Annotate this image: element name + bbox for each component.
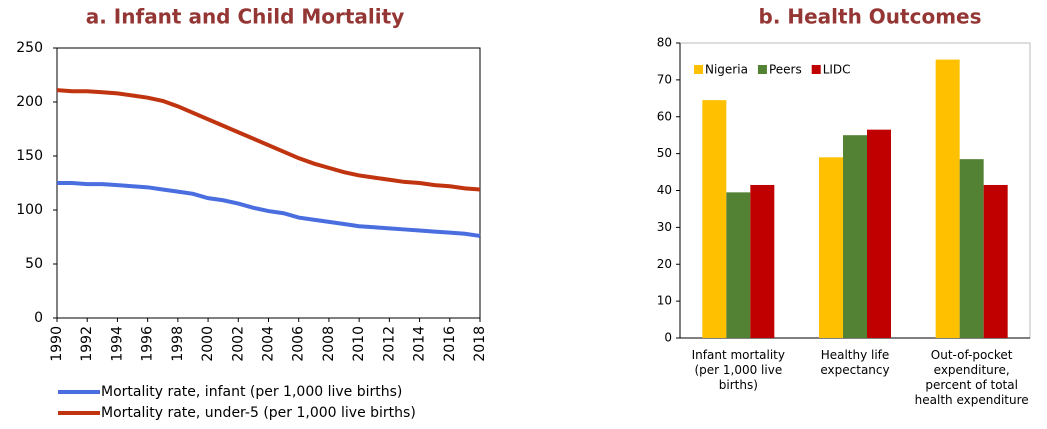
chart-title: b. Health Outcomes: [759, 5, 982, 29]
x-tick-label: 1990: [49, 326, 65, 362]
x-tick-label: 2014: [412, 326, 428, 362]
y-tick-label: 0: [664, 331, 672, 345]
x-tick-label: 2010: [351, 326, 367, 362]
y-tick-label: 250: [16, 40, 43, 56]
legend-label: Peers: [769, 63, 802, 77]
x-tick-label: 1992: [79, 326, 95, 362]
x-tick-label: Healthy life expectancy: [820, 348, 890, 377]
bar: [702, 100, 727, 338]
chart-title: a. Infant and Child Mortality: [86, 5, 405, 29]
x-tick-label: Infant mortality (per 1,000 live births): [691, 348, 785, 392]
y-tick-label: 50: [25, 256, 43, 272]
y-tick-label: 80: [657, 36, 672, 50]
bar: [867, 129, 891, 338]
bar: [983, 184, 1008, 338]
y-tick-label: 20: [657, 257, 672, 271]
series-line: [56, 88, 481, 192]
bar: [935, 59, 960, 338]
x-tick-label: 2016: [442, 326, 458, 362]
x-tick-label: Out-of-pocket expenditure, percent of to…: [914, 348, 1029, 407]
y-tick-label: 10: [657, 294, 672, 308]
y-tick-label: 200: [16, 94, 43, 110]
legend-swatch: [757, 65, 767, 74]
x-tick-label: 1996: [140, 326, 156, 362]
x-tick-label: 1994: [109, 326, 125, 362]
x-tick-label: 1998: [170, 326, 186, 362]
series-line: [57, 181, 481, 238]
bar: [959, 159, 984, 338]
bar: [843, 135, 867, 338]
y-tick-label: 50: [657, 146, 672, 160]
x-tick-label: 2002: [230, 326, 246, 362]
x-tick-label: 2018: [472, 326, 488, 362]
x-tick-label: 2004: [261, 326, 277, 362]
y-tick-label: 40: [657, 183, 672, 197]
legend-label: LIDC: [823, 63, 851, 77]
legend-label: Nigeria: [705, 63, 748, 77]
legend-label: Mortality rate, infant (per 1,000 live b…: [101, 384, 402, 400]
bar: [750, 184, 775, 338]
legend-swatch: [811, 65, 821, 74]
legend-swatch: [694, 65, 703, 74]
y-tick-label: 0: [34, 310, 43, 326]
bar: [819, 157, 843, 338]
y-tick-label: 150: [16, 148, 43, 164]
x-tick-label: 2006: [291, 326, 307, 362]
y-tick-label: 70: [657, 72, 672, 86]
x-tick-label: 2008: [321, 326, 337, 362]
legend-label: Mortality rate, under-5 (per 1,000 live …: [101, 405, 416, 421]
bar: [726, 192, 751, 338]
x-tick-label: 2000: [200, 326, 216, 362]
y-tick-label: 100: [16, 202, 43, 218]
y-tick-label: 60: [657, 109, 672, 123]
y-tick-label: 30: [657, 220, 672, 234]
x-tick-label: 2012: [381, 326, 397, 362]
